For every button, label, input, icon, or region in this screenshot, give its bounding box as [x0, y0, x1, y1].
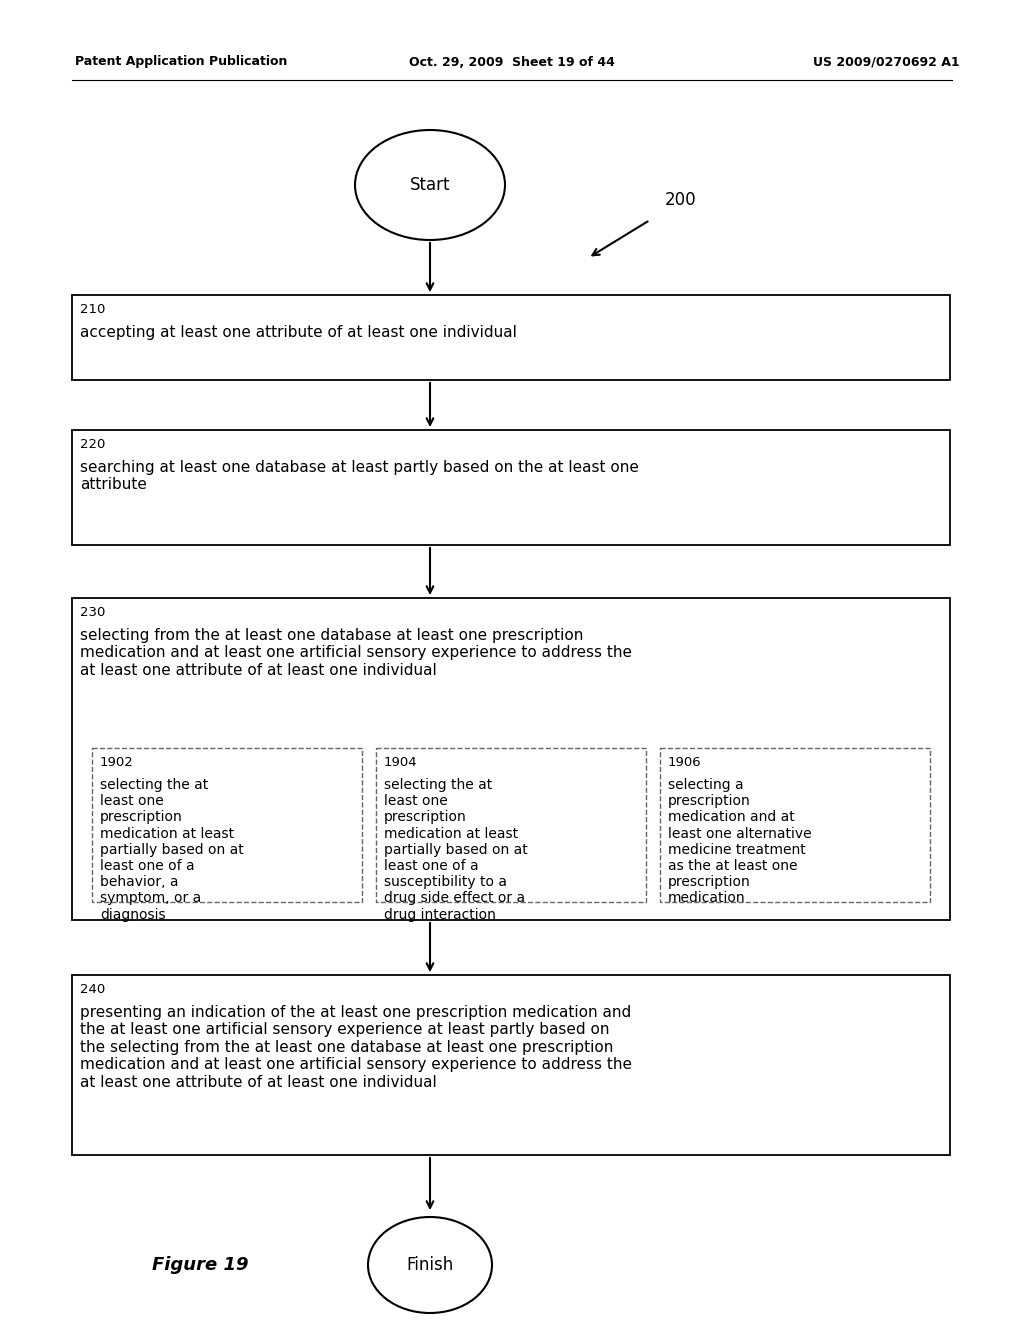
Bar: [72, 975, 950, 1155]
Text: selecting the at
least one
prescription
medication at least
partially based on a: selecting the at least one prescription …: [384, 777, 527, 921]
Bar: [660, 748, 930, 902]
Text: 1906: 1906: [668, 756, 701, 770]
Text: selecting a
prescription
medication and at
least one alternative
medicine treatm: selecting a prescription medication and …: [668, 777, 812, 906]
Bar: [72, 430, 950, 545]
Text: Start: Start: [410, 176, 451, 194]
Text: US 2009/0270692 A1: US 2009/0270692 A1: [813, 55, 961, 69]
Text: 240: 240: [80, 983, 105, 997]
Text: 200: 200: [665, 191, 696, 209]
Text: 210: 210: [80, 304, 105, 315]
Text: selecting the at
least one
prescription
medication at least
partially based on a: selecting the at least one prescription …: [100, 777, 244, 921]
Text: Figure 19: Figure 19: [152, 1257, 248, 1274]
Bar: [72, 294, 950, 380]
Text: 220: 220: [80, 438, 105, 451]
Text: Patent Application Publication: Patent Application Publication: [75, 55, 288, 69]
Text: 1904: 1904: [384, 756, 418, 770]
Text: Oct. 29, 2009  Sheet 19 of 44: Oct. 29, 2009 Sheet 19 of 44: [409, 55, 615, 69]
Bar: [92, 748, 362, 902]
Text: accepting at least one attribute of at least one individual: accepting at least one attribute of at l…: [80, 325, 517, 341]
Text: 230: 230: [80, 606, 105, 619]
Text: Finish: Finish: [407, 1257, 454, 1274]
Bar: [72, 598, 950, 920]
Text: presenting an indication of the at least one prescription medication and
the at : presenting an indication of the at least…: [80, 1005, 632, 1089]
Text: searching at least one database at least partly based on the at least one
attrib: searching at least one database at least…: [80, 459, 639, 492]
Text: selecting from the at least one database at least one prescription
medication an: selecting from the at least one database…: [80, 628, 632, 677]
Bar: [376, 748, 646, 902]
Text: 1902: 1902: [100, 756, 134, 770]
